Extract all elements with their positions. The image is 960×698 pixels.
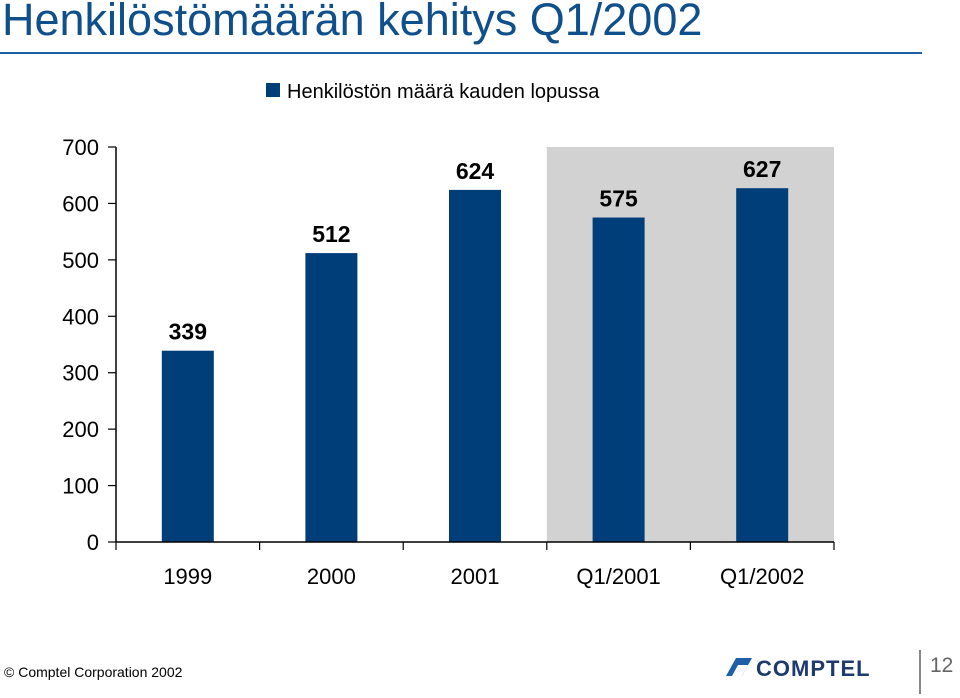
bar-chart: Henkilöstön määrä kauden lopussa 339 512 6…: [62, 81, 835, 589]
data-label: 512: [312, 221, 350, 247]
highlight-region: [546, 147, 834, 542]
y-tick-label: 200: [62, 417, 99, 442]
x-tick-label: Q1/2001: [576, 564, 660, 589]
x-tick-label: 2000: [307, 564, 356, 589]
copyright-text: © Comptel Corporation 2002: [4, 664, 183, 680]
data-label: 575: [599, 186, 638, 212]
y-tick-label: 600: [62, 191, 99, 216]
x-tick-label: Q1/2002: [720, 564, 804, 589]
legend: Henkilöstön määrä kauden lopussa: [266, 81, 600, 103]
bar-q1-2001: [592, 217, 645, 543]
data-label: 624: [456, 158, 495, 184]
bar-2001: [449, 189, 501, 542]
bar-q1-2002: [736, 188, 789, 542]
x-tick-label: 1999: [163, 564, 212, 589]
axes: [115, 147, 834, 543]
bar-1999: [161, 350, 214, 542]
data-label: 627: [743, 156, 781, 182]
logo-wordmark: COMPTEL: [756, 656, 871, 680]
y-tick-label: 100: [62, 474, 99, 499]
data-label: 339: [169, 319, 207, 345]
y-tick-label: 0: [87, 530, 99, 555]
comptel-logo: COMPTEL: [726, 656, 871, 680]
y-tick-label: 700: [62, 135, 99, 160]
page-number-divider: [919, 650, 921, 694]
y-tick-label: 300: [62, 361, 99, 386]
logo-mark-icon: [726, 658, 752, 676]
slide-title: Henkilöstömäärän kehitys Q1/2002: [2, 0, 703, 45]
title-divider: [0, 52, 922, 54]
highlight-background: [546, 147, 834, 542]
y-tick-label: 500: [62, 248, 99, 273]
x-tick-label: 2001: [451, 564, 500, 589]
bar-2000: [305, 253, 358, 543]
x-axis-ticks: 1999 2000 2001 Q1/2001 Q1/2002: [115, 542, 835, 589]
y-axis-ticks: 0 100 200 300 400 500 600 700: [62, 135, 116, 555]
legend-label: Henkilöstön määrä kauden lopussa: [287, 81, 600, 103]
data-labels: 339 512 624 575 627: [169, 156, 782, 345]
bars: [161, 188, 789, 543]
legend-swatch: [266, 83, 280, 97]
page-number: 12: [930, 654, 954, 677]
y-tick-label: 400: [62, 304, 99, 329]
